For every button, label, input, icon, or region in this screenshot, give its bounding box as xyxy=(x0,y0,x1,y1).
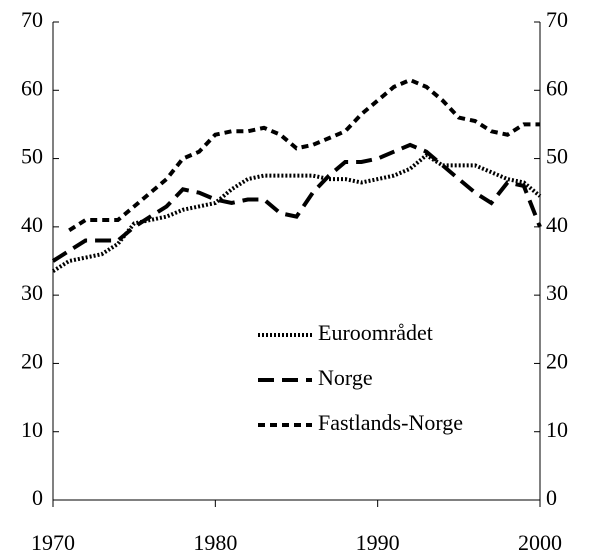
y2-tick-label: 40 xyxy=(546,212,568,237)
y-tick-label: 40 xyxy=(21,212,43,237)
data-line xyxy=(51,152,542,273)
y2-tick-label: 60 xyxy=(546,75,568,100)
legend-label: Norge xyxy=(318,365,373,390)
x-tick-label: 1990 xyxy=(356,530,400,555)
y-tick-label: 70 xyxy=(21,7,43,32)
y2-tick-label: 30 xyxy=(546,280,568,305)
y2-tick-label: 20 xyxy=(546,348,568,373)
y2-tick-label: 10 xyxy=(546,417,568,442)
data-line xyxy=(51,142,542,263)
y-tick-label: 60 xyxy=(21,75,43,100)
y2-tick-label: 50 xyxy=(546,144,568,169)
y-tick-label: 30 xyxy=(21,280,43,305)
x-tick-label: 1970 xyxy=(31,530,75,555)
legend-label: Fastlands-Norge xyxy=(318,410,463,435)
x-tick-label: 2000 xyxy=(518,530,562,555)
legend-label: Euroområdet xyxy=(318,320,433,345)
y-tick-label: 0 xyxy=(32,485,43,510)
y2-tick-label: 0 xyxy=(546,485,557,510)
x-tick-label: 1980 xyxy=(193,530,237,555)
y2-tick-label: 70 xyxy=(546,7,568,32)
y-tick-label: 50 xyxy=(21,144,43,169)
y-tick-label: 10 xyxy=(21,417,43,442)
y-tick-label: 20 xyxy=(21,348,43,373)
data-line xyxy=(68,77,540,232)
